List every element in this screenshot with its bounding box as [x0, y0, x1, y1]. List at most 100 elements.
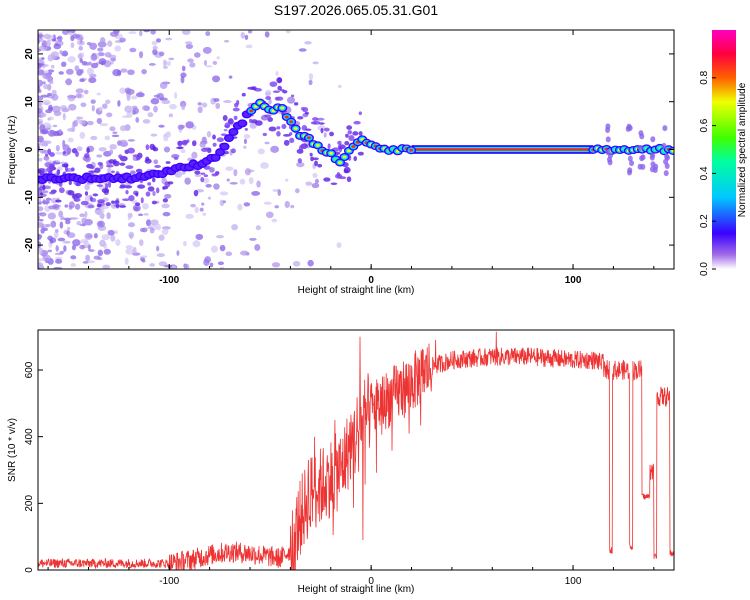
noise-speckle: [66, 77, 71, 85]
noise-blob: [115, 203, 120, 209]
snr-xlabel: Height of straight line (km): [298, 584, 415, 595]
noise-speckle: [41, 142, 48, 146]
noise-speckle: [81, 217, 88, 225]
noise-speckle: [82, 261, 89, 264]
noise-blob: [88, 170, 97, 173]
noise-speckle: [63, 245, 67, 252]
noise-speckle: [110, 234, 116, 242]
noise-speckle: [125, 245, 133, 249]
noise-speckle: [201, 102, 208, 108]
noise-speckle: [314, 178, 319, 184]
noise-speckle: [199, 207, 204, 212]
noise-blob: [73, 197, 81, 202]
noise-speckle: [75, 93, 82, 99]
snr-ticks: -100 0 100 0 200 400 600: [24, 361, 655, 587]
noise-blob: [97, 199, 105, 204]
noise-blob: [200, 176, 205, 183]
ridge-blob-core: [351, 145, 356, 148]
noise-blob: [317, 163, 323, 168]
noise-speckle: [127, 212, 133, 219]
noise-blob: [114, 200, 120, 205]
noise-speckle: [38, 89, 42, 93]
noise-speckle: [70, 42, 75, 49]
noise-blob: [314, 160, 318, 167]
noise-speckle: [254, 243, 261, 251]
ridge-blob-mid: [238, 120, 246, 127]
plume-speckle: [629, 160, 635, 167]
noise-blob: [330, 182, 338, 185]
noise-blob: [248, 118, 253, 124]
noise-speckle: [140, 255, 148, 259]
noise-speckle: [101, 234, 111, 241]
noise-speckle: [153, 159, 159, 165]
noise-speckle: [245, 44, 253, 49]
noise-speckle: [64, 204, 69, 208]
noise-blob: [119, 184, 126, 187]
noise-blob: [297, 158, 302, 164]
noise-speckle: [304, 41, 312, 45]
colorbar-label: Normalized spectral amplitude: [737, 82, 748, 217]
noise-blob: [68, 180, 72, 186]
noise-speckle: [103, 248, 111, 255]
noise-speckle: [38, 69, 45, 76]
noise-blob: [145, 144, 150, 151]
noise-speckle: [62, 30, 69, 35]
noise-blob: [49, 152, 55, 157]
noise-blob: [216, 137, 224, 143]
noise-blob: [135, 192, 139, 197]
noise-speckle: [244, 34, 249, 40]
noise-blob: [125, 165, 134, 169]
noise-speckle: [86, 42, 92, 46]
noise-speckle: [195, 233, 204, 241]
noise-speckle: [255, 225, 261, 231]
noise-speckle: [124, 105, 133, 113]
noise-blob: [304, 111, 310, 115]
noise-blob: [346, 125, 353, 130]
noise-speckle: [142, 203, 149, 210]
noise-speckle: [107, 167, 112, 174]
noise-speckle: [256, 180, 261, 188]
noise-speckle: [224, 39, 230, 43]
noise-speckle: [86, 260, 95, 264]
noise-speckle: [90, 53, 98, 61]
ridge-blob-core: [329, 151, 334, 155]
noise-blob: [119, 162, 126, 166]
plume-speckle: [626, 123, 632, 130]
noise-speckle: [205, 183, 212, 188]
spectrogram-xtick-label: -100: [159, 275, 179, 286]
noise-speckle: [265, 89, 272, 96]
noise-speckle: [203, 59, 207, 66]
noise-speckle: [161, 228, 169, 235]
noise-blob: [39, 192, 44, 196]
noise-speckle: [222, 200, 227, 204]
noise-speckle: [65, 219, 71, 225]
noise-speckle: [47, 212, 56, 220]
noise-blob: [352, 131, 359, 136]
noise-speckle: [150, 219, 159, 226]
noise-blob: [165, 161, 171, 164]
snr-ytick-label: 0: [24, 567, 35, 573]
noise-speckle: [88, 249, 95, 252]
noise-speckle: [212, 60, 218, 66]
noise-speckle: [231, 223, 238, 231]
noise-speckle: [121, 115, 131, 119]
noise-speckle: [53, 43, 62, 50]
noise-speckle: [240, 31, 245, 39]
noise-blob: [318, 122, 325, 125]
noise-speckle: [67, 226, 71, 231]
noise-speckle: [194, 174, 202, 178]
noise-speckle: [152, 45, 158, 51]
noise-speckle: [135, 92, 145, 98]
noise-speckle: [270, 145, 279, 153]
noise-speckle: [143, 30, 151, 33]
noise-speckle: [138, 51, 144, 59]
noise-speckle: [38, 79, 44, 87]
noise-speckle: [185, 41, 193, 45]
noise-blob: [135, 168, 143, 173]
noise-speckle: [336, 242, 342, 248]
noise-blob: [84, 152, 90, 159]
plume-speckle: [649, 166, 655, 173]
noise-blob: [309, 152, 313, 157]
